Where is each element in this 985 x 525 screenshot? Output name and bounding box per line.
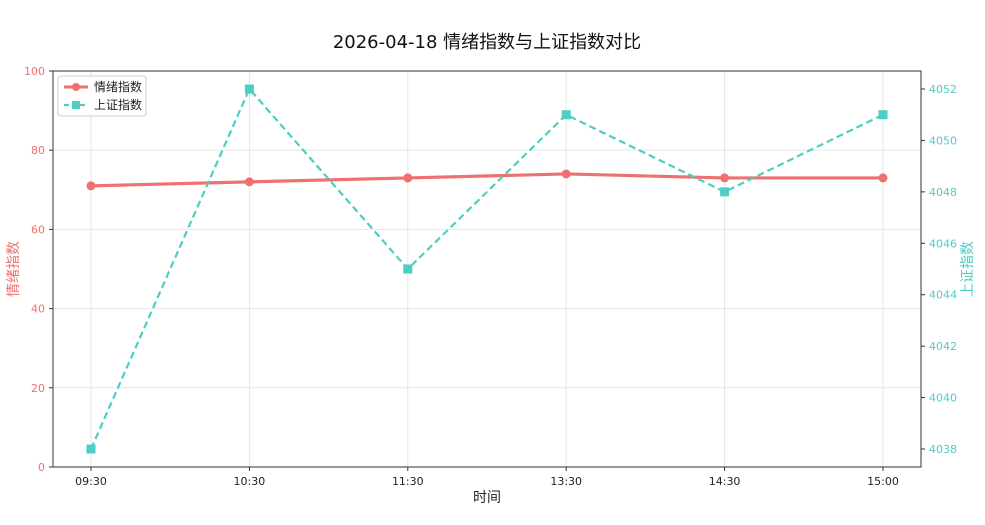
plot-frame bbox=[52, 70, 922, 468]
x-tick-label: 10:30 bbox=[234, 475, 266, 488]
x-tick-label: 15:00 bbox=[867, 475, 899, 488]
series-1-point bbox=[561, 169, 571, 179]
series-2-point bbox=[720, 187, 730, 197]
y-right-tick-label: 4038 bbox=[929, 443, 957, 456]
series-line-1 bbox=[90, 172, 883, 188]
series-2-point bbox=[86, 444, 96, 454]
series-1-point bbox=[720, 173, 730, 183]
series-1-point bbox=[878, 173, 888, 183]
x-tick-label: 09:30 bbox=[75, 475, 107, 488]
y-right-tick-label: 4050 bbox=[929, 134, 957, 147]
legend-label-1: 情绪指数 bbox=[94, 79, 142, 94]
series-2-point bbox=[561, 110, 571, 120]
legend-swatch-marker-1 bbox=[72, 83, 80, 91]
y-right-tick-label: 4044 bbox=[929, 289, 957, 302]
y-left-tick-label: 40 bbox=[31, 303, 45, 316]
legend-label-2: 上证指数 bbox=[94, 97, 142, 112]
y-left-tick-label: 0 bbox=[38, 461, 45, 474]
y-right-tick-label: 4040 bbox=[929, 392, 957, 405]
series-2-point bbox=[878, 110, 888, 120]
y-right-tick-label: 4048 bbox=[929, 186, 957, 199]
chart-title: 2026-04-18 情绪指数与上证指数对比 bbox=[333, 32, 641, 53]
y-right-tick-label: 4052 bbox=[929, 83, 957, 96]
y-left-axis-title: 情绪指数 bbox=[6, 241, 22, 297]
series-2-point bbox=[403, 264, 413, 274]
y-right-tick-label: 4046 bbox=[929, 237, 957, 250]
y-left-tick-label: 20 bbox=[31, 382, 45, 395]
y-left-tick-label: 60 bbox=[31, 223, 45, 236]
series-1-point bbox=[403, 173, 413, 183]
y-right-tick-label: 4042 bbox=[929, 340, 957, 353]
x-tick-label: 14:30 bbox=[709, 475, 741, 488]
y-right-axis-title: 上证指数 bbox=[960, 241, 976, 297]
legend-swatch-marker-2 bbox=[72, 101, 80, 109]
y-left-tick-label: 80 bbox=[31, 144, 45, 157]
series-line-2 bbox=[89, 87, 884, 450]
series-2-point bbox=[244, 84, 254, 94]
x-tick-label: 11:30 bbox=[392, 475, 424, 488]
y-left-tick-label: 100 bbox=[24, 65, 45, 78]
series-1-point bbox=[244, 177, 254, 187]
series-1-point bbox=[86, 181, 96, 191]
x-axis-title: 时间 bbox=[473, 490, 501, 506]
x-tick-label: 13:30 bbox=[550, 475, 582, 488]
